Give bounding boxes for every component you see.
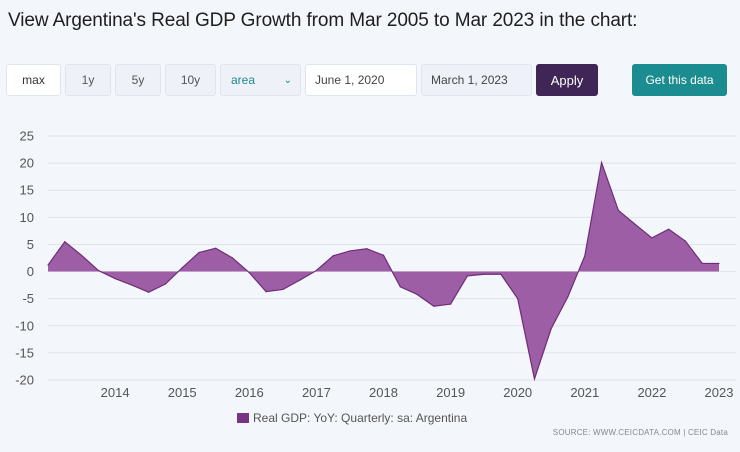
data-point [64, 241, 66, 243]
data-point [198, 251, 200, 254]
range-5y-button[interactable]: 5y [115, 64, 161, 96]
apply-label: Apply [550, 72, 584, 88]
data-point [164, 283, 167, 285]
data-point [533, 378, 536, 380]
end-date-input[interactable]: March 1, 2023 [421, 64, 532, 96]
data-point [80, 254, 83, 256]
data-point [500, 273, 502, 275]
y-tick-label: 10 [20, 210, 34, 225]
data-point [215, 247, 217, 249]
range-1y-button[interactable]: 1y [65, 64, 111, 96]
x-tick-label: 2023 [705, 385, 734, 400]
range-max-label: max [22, 73, 45, 87]
legend-swatch [237, 413, 249, 423]
data-point [466, 275, 468, 277]
data-point [517, 298, 519, 300]
data-point [248, 272, 250, 274]
y-tick-label: 5 [27, 237, 34, 252]
get-data-button[interactable]: Get this data [632, 64, 727, 96]
x-tick-label: 2022 [637, 385, 666, 400]
data-point [131, 284, 133, 286]
x-tick-label: 2014 [101, 385, 130, 400]
x-tick-label: 2017 [302, 385, 331, 400]
x-tick-label: 2021 [570, 385, 599, 400]
y-tick-label: 0 [27, 264, 34, 279]
x-tick-label: 2019 [436, 385, 465, 400]
data-point [315, 269, 317, 272]
data-point [399, 286, 401, 288]
data-point [684, 240, 687, 242]
y-tick-label: -20 [15, 373, 34, 388]
series-area [48, 162, 719, 379]
data-point [114, 278, 116, 280]
data-point [567, 295, 569, 298]
data-point [668, 228, 670, 230]
x-tick-label: 2020 [503, 385, 532, 400]
legend-label: Real GDP: YoY: Quarterly: sa: Argentina [253, 411, 468, 425]
data-point [265, 291, 267, 293]
chevron-down-icon: ⌄ [283, 74, 292, 86]
apply-button[interactable]: Apply [536, 64, 598, 96]
range-5y-label: 5y [131, 73, 145, 87]
data-point [332, 255, 334, 257]
x-tick-label: 2016 [235, 385, 264, 400]
data-point [433, 305, 435, 307]
source-credit: SOURCE: WWW.CEICDATA.COM | CEIC Data [552, 428, 728, 437]
y-tick-label: 20 [20, 156, 34, 171]
data-point [382, 254, 385, 256]
data-point [483, 273, 485, 275]
chart-legend[interactable]: Real GDP: YoY: Quarterly: sa: Argentina [237, 411, 467, 425]
range-1y-label: 1y [81, 73, 95, 87]
y-tick-label: 25 [20, 129, 34, 144]
chart-type-value: area [231, 73, 256, 87]
data-point [366, 248, 368, 250]
start-date-value: June 1, 2020 [315, 73, 385, 87]
data-point [600, 161, 603, 164]
chart-type-select[interactable]: area ⌄ [220, 64, 301, 96]
data-point [617, 209, 619, 211]
y-tick-label: -10 [15, 318, 34, 333]
data-point [148, 291, 150, 293]
range-10y-button[interactable]: 10y [165, 64, 216, 96]
data-point [651, 237, 653, 239]
data-point [550, 327, 552, 330]
data-point [701, 262, 703, 265]
data-point [634, 223, 636, 225]
range-max-button[interactable]: max [6, 64, 61, 96]
data-point [231, 257, 234, 259]
start-date-input[interactable]: June 1, 2020 [305, 64, 417, 96]
data-point [282, 288, 284, 291]
page-title: View Argentina's Real GDP Growth from Ma… [8, 10, 638, 31]
data-point [584, 255, 586, 257]
data-point [718, 262, 720, 265]
range-10y-label: 10y [180, 73, 201, 87]
data-point [299, 279, 301, 281]
end-date-value: March 1, 2023 [431, 73, 508, 87]
data-point [416, 293, 418, 295]
data-point [47, 264, 49, 266]
get-data-label: Get this data [645, 73, 714, 87]
data-point [450, 303, 452, 305]
data-point [97, 269, 99, 272]
data-point [181, 267, 183, 269]
y-tick-label: -5 [22, 291, 34, 306]
data-point [349, 250, 351, 252]
y-tick-label: 15 [20, 183, 34, 198]
y-tick-label: -15 [15, 345, 34, 360]
x-tick-label: 2018 [369, 385, 398, 400]
x-tick-label: 2015 [168, 385, 197, 400]
